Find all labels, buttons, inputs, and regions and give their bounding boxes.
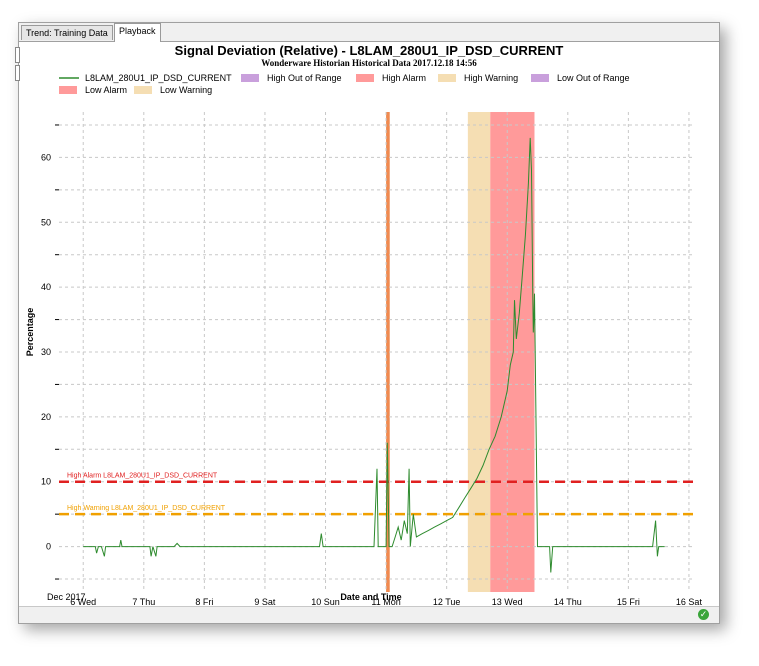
tab-training-data[interactable]: Trend: Training Data: [21, 25, 113, 40]
y-tick-label-2: 20: [41, 412, 51, 422]
legend-label-0: L8LAM_280U1_IP_DSD_CURRENT: [85, 73, 232, 83]
chart-subtitle: Wonderware Historian Historical Data 201…: [261, 58, 477, 68]
chart-title: Signal Deviation (Relative) - L8LAM_280U…: [175, 43, 564, 58]
y-axis-label: Percentage: [25, 308, 35, 357]
x-tick-label-4: 10 Sun: [311, 597, 340, 606]
collapse-handle-bottom[interactable]: [15, 65, 20, 81]
legend-swatch-6: [134, 86, 152, 94]
tab-strip: Trend: Training Data Playback: [19, 23, 719, 42]
x-tick-label-6: 12 Tue: [433, 597, 461, 606]
limit-label-0: High Alarm L8LAM_280U1_IP_DSD_CURRENT: [67, 473, 218, 480]
plot-area: 0 10 20 30 40 50 60 6 Wed 7 Thu 8 Fri 9 Sat 10 Sun 1…: [41, 112, 702, 606]
y-tick-label-3: 30: [41, 347, 51, 357]
x-tick-label-10: 16 Sat: [676, 597, 703, 606]
legend-swatch-3: [438, 74, 456, 82]
x-tick-label-8: 14 Thu: [554, 597, 582, 606]
x-tick-label-3: 9 Sat: [254, 597, 276, 606]
y-tick-label-5: 50: [41, 217, 51, 227]
y-tick-label-4: 40: [41, 282, 51, 292]
x-tick-label-1: 7 Thu: [132, 597, 155, 606]
legend-swatch-1: [241, 74, 259, 82]
band-2: [386, 112, 390, 592]
x-tick-label-2: 8 Fri: [195, 597, 213, 606]
x-tick-label-5: 11 Mon: [371, 597, 400, 606]
series-line-0: [83, 137, 665, 573]
legend-swatch-2: [356, 74, 374, 82]
trend-window: Trend: Training Data Playback Signal Dev…: [15, 22, 720, 624]
tab-playback[interactable]: Playback: [114, 23, 161, 42]
legend-swatch-4: [531, 74, 549, 82]
legend-label-5: Low Alarm: [85, 85, 127, 95]
x-axis-label: Date and Time: [340, 592, 401, 602]
y-tick-label-0: 0: [46, 542, 51, 552]
ok-check-icon: ✓: [698, 609, 709, 620]
x-tick-label-7: 13 Wed: [492, 597, 523, 606]
chart-legend: L8LAM_280U1_IP_DSD_CURRENT High Out of Ra…: [59, 73, 630, 95]
x-tick-label-9: 15 Fri: [617, 597, 640, 606]
trend-chart: Signal Deviation (Relative) - L8LAM_280U…: [25, 43, 702, 606]
legend-label-2: High Alarm: [382, 73, 426, 83]
legend-label-6: Low Warning: [160, 85, 212, 95]
y-tick-label-6: 60: [41, 152, 51, 162]
status-bar: ✓: [19, 606, 719, 623]
x-axis-sublabel: Dec 2017: [47, 592, 86, 602]
collapse-handle-top[interactable]: [15, 47, 20, 63]
limit-label-1: High Warning L8LAM_280U1_IP_DSD_CURRENT: [67, 505, 226, 512]
y-tick-label-1: 10: [41, 477, 51, 487]
x-tick-label-0: 6 Wed: [70, 597, 96, 606]
legend-label-1: High Out of Range: [267, 73, 342, 83]
legend-swatch-5: [59, 86, 77, 94]
legend-label-4: Low Out of Range: [557, 73, 630, 83]
legend-label-3: High Warning: [464, 73, 518, 83]
